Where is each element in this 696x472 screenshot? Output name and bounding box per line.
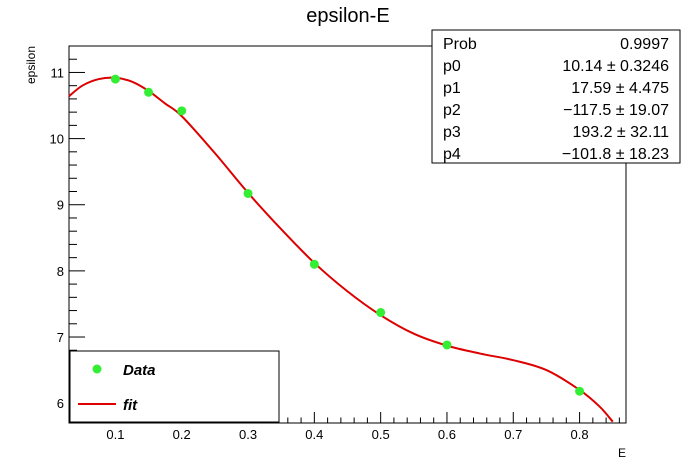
y-tick-label: 10 [50, 132, 64, 147]
stats-name: p0 [443, 58, 461, 75]
y-tick-label: 11 [51, 65, 65, 80]
stats-name: Prob [443, 36, 477, 53]
x-tick-label: 0.1 [106, 427, 124, 442]
x-tick-label: 0.4 [305, 427, 323, 442]
data-point [177, 106, 187, 116]
stats-value: 17.59 ± 4.475 [571, 80, 669, 97]
legend-data-marker [92, 364, 102, 374]
x-tick-label: 0.6 [438, 427, 456, 442]
x-axis-label: E [618, 446, 626, 460]
stats-value: −117.5 ± 19.07 [563, 102, 669, 119]
stats-name: p4 [443, 146, 461, 163]
y-axis-label: epsilon [24, 46, 38, 84]
stats-value: 193.2 ± 32.11 [572, 124, 669, 141]
x-tick-labels: 0.1 0.2 0.3 0.4 0.5 0.6 0.7 0.8 [106, 427, 588, 442]
stats-value: 10.14 ± 0.3246 [562, 58, 669, 75]
y-tick-label: 9 [57, 198, 64, 213]
x-tick-label: 0.7 [504, 427, 522, 442]
x-tick-label: 0.8 [571, 427, 589, 442]
stats-name: p2 [443, 102, 461, 119]
y-tick-label: 6 [57, 396, 64, 411]
stats-name: p1 [443, 80, 461, 97]
legend-entry-fit: fit [78, 397, 138, 414]
y-tick-label: 8 [57, 264, 64, 279]
data-point [144, 87, 154, 97]
legend-entry-data: Data [92, 362, 156, 379]
data-point [243, 188, 253, 198]
x-tick-label: 0.2 [173, 427, 191, 442]
x-tick-label: 0.3 [239, 427, 257, 442]
fit-curve [68, 76, 614, 423]
legend-fit-label: fit [123, 397, 138, 414]
plot-frame [68, 45, 627, 424]
y-tick-label: 7 [57, 330, 64, 345]
stats-value: 0.9997 [620, 36, 669, 53]
data-point [575, 386, 585, 396]
legend: Data fit [69, 350, 280, 423]
chart-title: epsilon-E [306, 5, 389, 27]
data-markers [110, 74, 585, 396]
data-point [376, 308, 386, 318]
fit-layer [68, 76, 614, 423]
x-tick-label: 0.5 [372, 427, 390, 442]
stats-name: p3 [443, 124, 461, 141]
y-tick-labels: 6 7 8 9 10 11 [50, 65, 64, 411]
legend-data-label: Data [123, 362, 156, 379]
stats-value: −101.8 ± 18.23 [562, 146, 669, 163]
data-point [442, 340, 452, 350]
data-point [309, 259, 319, 269]
data-point [110, 74, 120, 84]
stats-box: Prob 0.9997 p0 10.14 ± 0.3246 p1 17.59 ± 4.47… [431, 29, 681, 164]
